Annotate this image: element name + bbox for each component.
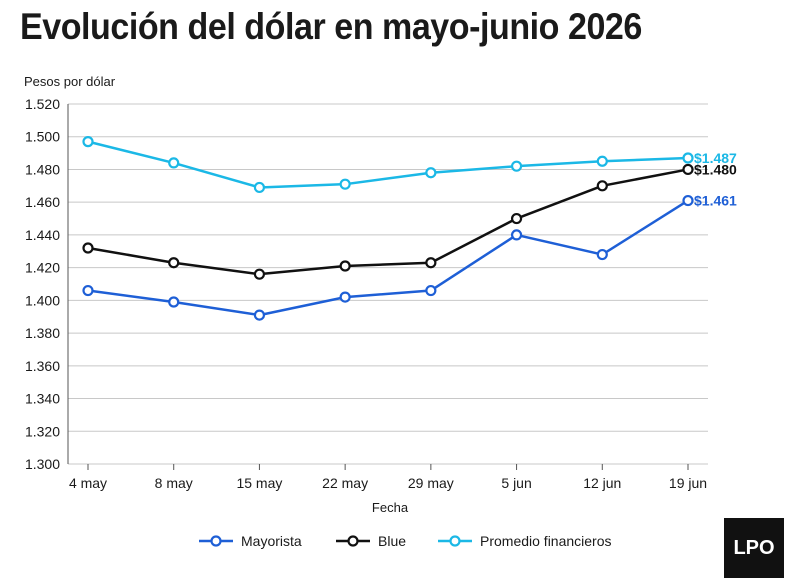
legend-marker <box>347 535 359 547</box>
data-point-blue <box>510 212 523 225</box>
x-tick-label: 8 may <box>155 475 193 491</box>
x-tick-label: 15 may <box>236 475 282 491</box>
data-point-blue <box>253 268 266 280</box>
data-point-blue <box>682 163 694 176</box>
x-tick-label: 19 jun <box>669 475 707 491</box>
x-tick-label: 4 may <box>69 475 107 491</box>
chart-title: Evolución del dólar en mayo-junio 2026 <box>20 6 642 47</box>
x-axis-ticks: 4 may 8 may 15 may 22 may 29 may 5 jun 12 jun 1… <box>69 464 707 491</box>
data-point-promedio-financieros <box>510 160 523 172</box>
x-tick-label: 12 jun <box>583 475 621 491</box>
y-tick-label: 1.320 <box>25 423 60 439</box>
end-label-promedio-financieros: $1.487 <box>694 150 737 166</box>
legend-label: Promedio financieros <box>480 533 612 549</box>
data-point-blue <box>596 180 608 192</box>
end-label-mayorista: $1.461 <box>694 193 737 209</box>
series-line-promedio-financieros <box>87 140 689 189</box>
data-point-mayorista <box>82 284 94 297</box>
y-tick-label: 1.340 <box>25 391 60 407</box>
lpo-logo: LPO <box>724 518 784 578</box>
data-point-mayorista <box>339 291 351 303</box>
legend: Mayorista Blue Promedio financieros <box>199 533 612 549</box>
data-point-mayorista <box>596 248 608 261</box>
data-point-promedio-financieros <box>168 157 180 169</box>
legend-marker <box>210 535 222 547</box>
y-axis-ticks: 1.300 1.320 1.340 1.360 1.380 1.400 1.420 1.440… <box>25 96 60 472</box>
data-point-blue <box>82 242 94 254</box>
data-point-promedio-financieros <box>425 167 437 179</box>
data-point-mayorista <box>510 229 523 241</box>
y-tick-label: 1.360 <box>25 358 60 374</box>
data-point-mayorista <box>168 296 180 308</box>
series-group: $1.461 $1.480$1.487 <box>82 136 737 321</box>
data-point-promedio-financieros <box>253 181 266 194</box>
y-tick-label: 1.480 <box>25 161 60 177</box>
y-tick-label: 1.500 <box>25 129 60 145</box>
y-tick-label: 1.300 <box>25 456 60 472</box>
end-label-blue: $1.480 <box>694 161 737 177</box>
data-point-promedio-financieros <box>82 136 94 148</box>
y-tick-label: 1.460 <box>25 194 60 210</box>
y-tick-label: 1.380 <box>25 325 60 341</box>
data-point-promedio-financieros <box>682 152 694 164</box>
gridlines <box>67 103 708 465</box>
series-line-blue <box>87 168 689 276</box>
data-point-blue <box>339 260 351 272</box>
series-line-mayorista <box>87 199 689 317</box>
data-point-blue <box>425 257 437 269</box>
y-tick-label: 1.440 <box>25 227 60 243</box>
legend-marker <box>449 535 461 547</box>
x-tick-label: 5 jun <box>501 475 531 491</box>
data-point-promedio-financieros <box>339 178 351 190</box>
y-tick-label: 1.420 <box>25 260 60 276</box>
data-point-promedio-financieros <box>596 155 608 167</box>
y-tick-label: 1.400 <box>25 292 60 308</box>
data-point-mayorista <box>682 194 694 207</box>
data-point-mayorista <box>253 309 266 321</box>
x-tick-label: 29 may <box>408 475 454 491</box>
legend-label: Blue <box>378 533 406 549</box>
x-tick-label: 22 may <box>322 475 368 491</box>
legend-label: Mayorista <box>241 533 302 549</box>
x-axis-label: Fecha <box>372 500 409 515</box>
data-point-mayorista <box>425 284 437 297</box>
y-axis-label: Pesos por dólar <box>24 74 116 89</box>
data-point-blue <box>168 257 180 269</box>
y-tick-label: 1.520 <box>25 96 60 112</box>
